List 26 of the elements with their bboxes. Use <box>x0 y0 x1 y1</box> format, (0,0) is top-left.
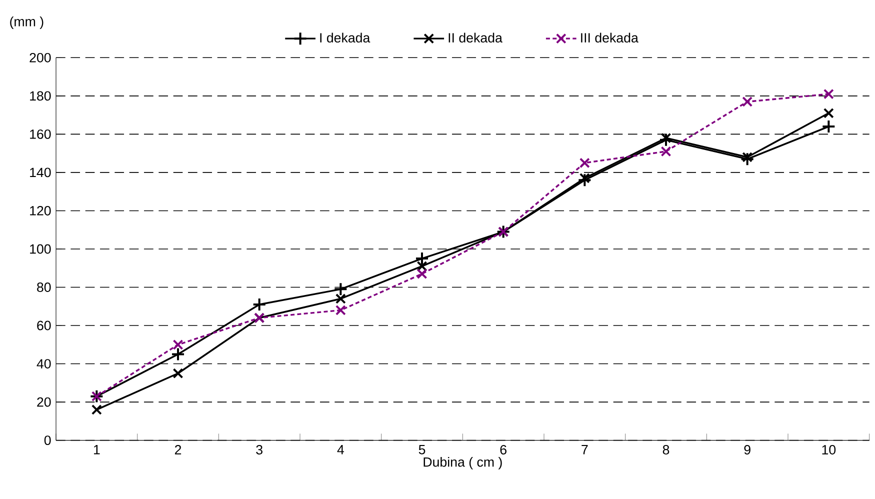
x-tick-label: 5 <box>418 445 426 454</box>
y-tick-label: 180 <box>30 91 51 101</box>
y-tick-label: 140 <box>30 168 51 178</box>
y-tick-label: 80 <box>37 282 51 292</box>
x-tick-label: 6 <box>500 445 506 454</box>
x-tick-label: 4 <box>337 445 344 454</box>
x-tick-label: 10 <box>822 445 836 454</box>
x-tick-label: 8 <box>662 445 670 454</box>
y-tick-label: 60 <box>37 320 51 330</box>
legend-label: I dekada <box>320 32 370 43</box>
y-tick-label: 40 <box>36 359 51 368</box>
legend-label: III dekada <box>581 32 638 43</box>
y-tick-label: 100 <box>30 244 51 254</box>
x-axis-title: Dubina ( cm ) <box>424 456 502 470</box>
y-tick-label: 200 <box>30 52 51 62</box>
x-tick-label: 3 <box>256 445 262 454</box>
y-tick-label: 120 <box>30 206 51 216</box>
x-tick-label: 1 <box>94 445 100 454</box>
y-axis-title: (mm ) <box>10 16 44 29</box>
y-tick-label: 0 <box>44 436 51 446</box>
x-tick-label: 7 <box>582 445 588 454</box>
y-tick-label: 160 <box>30 129 51 139</box>
legend-label: II dekada <box>448 32 502 43</box>
y-tick-label: 20 <box>37 397 51 407</box>
x-tick-label: 2 <box>174 445 182 454</box>
x-tick-label: 9 <box>744 445 750 454</box>
